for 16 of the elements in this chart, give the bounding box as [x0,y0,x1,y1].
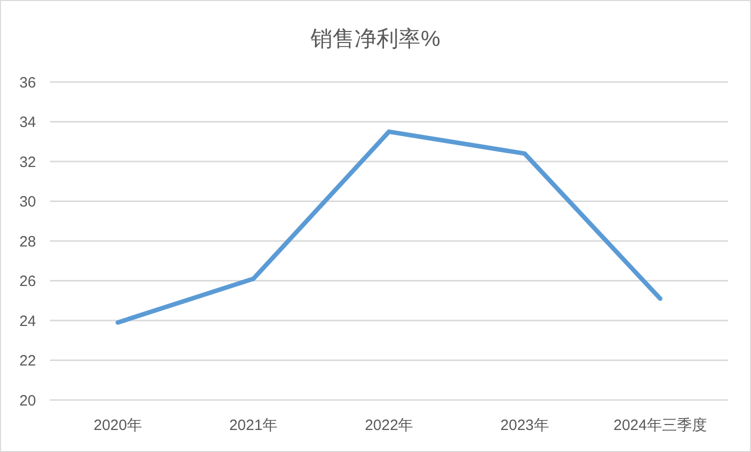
y-tick-label: 26 [19,273,36,290]
y-tick-label: 24 [19,312,36,330]
x-tick-label: 2023年 [500,417,549,434]
y-tick-label: 28 [19,233,36,250]
line-series [116,129,662,325]
y-tick-label: 34 [19,114,36,131]
chart-title: 销售净利率% [310,26,440,51]
y-tick-label: 32 [19,154,36,171]
y-tick-label: 20 [19,392,36,410]
y-tick-label: 22 [19,352,36,370]
x-tick-label: 2022年 [364,417,414,434]
y-tick-label: 36 [19,74,36,92]
x-tick-label: 2021年 [229,417,278,434]
y-tick-label: 30 [19,194,36,210]
x-tick-label: 2024年三季度 [614,417,707,434]
x-tick-label: 2020年 [94,417,142,434]
